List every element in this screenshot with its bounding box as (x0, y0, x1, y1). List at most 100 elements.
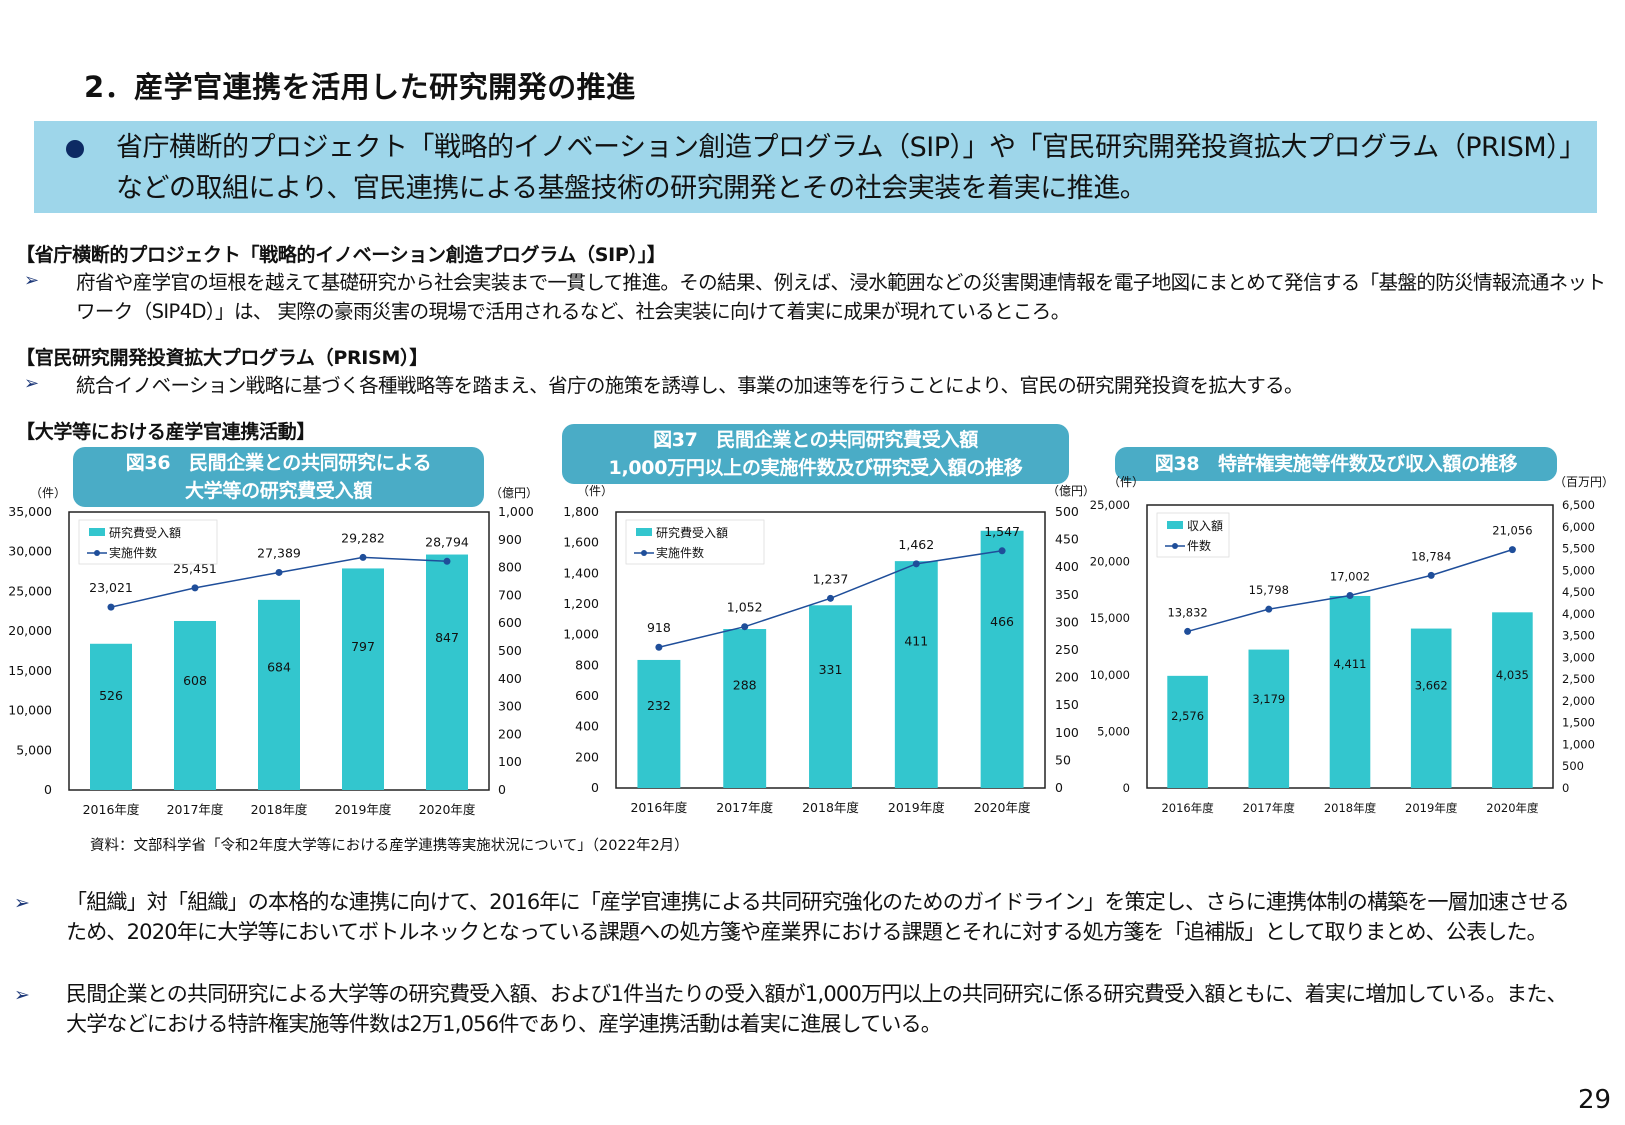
line-point (1184, 627, 1192, 635)
right-axis-tick-label: 6,000 (1562, 520, 1595, 534)
left-axis-tick-label: 35,000 (8, 504, 52, 519)
left-axis-tick-label: 15,000 (8, 663, 52, 678)
right-axis-tick-label: 700 (498, 587, 522, 602)
right-axis-tick-label: 400 (498, 671, 522, 686)
left-axis-tick-label: 0 (591, 780, 599, 795)
left-axis-tick-label: 0 (1123, 781, 1130, 795)
chart-title-line: 図37 民間企業との共同研究費受入額 (653, 429, 978, 451)
line-data-label: 1,462 (898, 537, 934, 552)
bar-data-label: 847 (435, 630, 459, 645)
bar (723, 629, 767, 788)
left-axis-tick-label: 800 (575, 657, 599, 672)
legend-bar-swatch (1167, 521, 1183, 529)
right-axis-tick-label: 2,500 (1562, 672, 1595, 686)
x-axis-tick-label: 2018年度 (251, 802, 308, 817)
right-axis-tick-label: 200 (498, 726, 522, 741)
left-axis-unit: （件） (1108, 475, 1144, 489)
right-axis-tick-label: 500 (498, 643, 522, 658)
line-data-label: 1,052 (727, 600, 763, 615)
left-axis-tick-label: 5,000 (16, 742, 52, 757)
bar (258, 599, 300, 790)
right-axis-tick-label: 300 (1055, 614, 1079, 629)
line-point (741, 623, 749, 631)
right-axis-unit: （億円） (1047, 484, 1095, 498)
left-axis-tick-label: 30,000 (8, 544, 52, 559)
bar (980, 530, 1024, 788)
line-point (107, 603, 115, 611)
bar-data-label: 3,179 (1252, 692, 1285, 706)
arrow-bullet-icon: ➢ (24, 270, 40, 291)
bar-data-label: 2,576 (1171, 709, 1204, 723)
line-data-label: 28,794 (425, 534, 469, 549)
right-axis-tick-label: 6,500 (1562, 498, 1595, 512)
right-axis-tick-label: 50 (1055, 752, 1071, 767)
legend-label: 研究費受入額 (656, 525, 728, 540)
bar (1329, 595, 1371, 788)
line-point (1427, 571, 1435, 579)
right-axis-tick-label: 100 (1055, 725, 1079, 740)
legend-bar-swatch (89, 528, 105, 536)
page-number: 29 (1578, 1085, 1612, 1115)
sip-description: 府省や産学官の垣根を越えて基礎研究から社会実装まで一貫して推進。その結果、例えば… (76, 271, 1606, 323)
legend-label: 収入額 (1187, 519, 1223, 533)
right-axis-tick-label: 100 (498, 754, 522, 769)
bar (637, 659, 681, 788)
line-data-label: 18,784 (1411, 549, 1451, 563)
bar-data-label: 3,662 (1415, 678, 1448, 692)
right-axis-tick-label: 400 (1055, 559, 1079, 574)
left-axis-tick-label: 0 (44, 782, 52, 797)
bar (174, 620, 216, 790)
left-axis-tick-label: 15,000 (1090, 611, 1130, 625)
bottom-bullet-progress: 民間企業との共同研究による大学等の研究費受入額、および1件当たりの受入額が1,0… (66, 982, 1568, 1036)
legend-box (78, 519, 218, 565)
summary-banner: 省庁横断的プロジェクト「戦略的イノベーション創造プログラム（SIP）」や「官民研… (34, 121, 1597, 213)
right-axis-tick-label: 4,000 (1562, 607, 1595, 621)
legend-bar-swatch (636, 528, 652, 536)
arrow-bullet-icon: ➢ (24, 373, 40, 394)
line-point (912, 560, 920, 568)
section-heading-university: 【大学等における産学官連携活動】 (16, 421, 316, 443)
legend-label: 件数 (1187, 538, 1211, 553)
right-axis-unit: （百万円） (1554, 475, 1614, 489)
line-data-label: 15,798 (1249, 583, 1289, 597)
line-data-label: 1,547 (984, 524, 1020, 539)
x-axis-tick-label: 2018年度 (1324, 801, 1377, 815)
chart-title-line: 1,000万円以上の実施件数及び研究受入額の推移 (608, 457, 1023, 479)
line-data-label: 1,237 (813, 571, 849, 586)
chart-title-line: 図38 特許権実施等件数及び収入額の推移 (1154, 453, 1518, 475)
bar (1410, 628, 1452, 788)
chart-title-fig36: 図36 民間企業との共同研究による 大学等の研究費受入額 (73, 447, 484, 507)
line-data-label: 918 (647, 620, 671, 635)
bar-data-label: 526 (99, 688, 123, 703)
x-axis-tick-label: 2020年度 (419, 802, 476, 817)
line-point (998, 547, 1006, 555)
line-point (443, 557, 451, 565)
left-axis-tick-label: 200 (575, 749, 599, 764)
left-axis-tick-label: 1,200 (563, 596, 599, 611)
legend-line-marker (641, 550, 647, 556)
bar (894, 561, 938, 788)
x-axis-tick-label: 2017年度 (1243, 801, 1296, 815)
bar-data-label: 288 (733, 678, 757, 693)
right-axis-tick-label: 250 (1055, 642, 1079, 657)
bar (90, 643, 132, 790)
legend-label: 研究費受入額 (109, 525, 181, 540)
x-axis-tick-label: 2020年度 (1486, 801, 1539, 815)
x-axis-tick-label: 2017年度 (167, 802, 224, 817)
right-axis-tick-label: 200 (1055, 670, 1079, 685)
right-axis-tick-label: 2,000 (1562, 694, 1595, 708)
right-axis-tick-label: 5,000 (1562, 563, 1595, 577)
x-axis-tick-label: 2016年度 (1161, 801, 1214, 815)
right-axis-tick-label: 900 (498, 532, 522, 547)
bottom-bullet-guideline: 「組織」対「組織」の本格的な連携に向けて、2016年に「産学官連携による共同研究… (66, 890, 1570, 944)
left-axis-tick-label: 10,000 (1090, 668, 1130, 682)
right-axis-tick-label: 4,500 (1562, 585, 1595, 599)
left-axis-unit: （件） (577, 484, 613, 498)
left-axis-tick-label: 1,000 (563, 627, 599, 642)
x-axis-tick-label: 2016年度 (630, 800, 687, 815)
legend-line-marker (1172, 543, 1178, 549)
bar-data-label: 797 (351, 639, 375, 654)
left-axis-tick-label: 600 (575, 688, 599, 703)
right-axis-tick-label: 350 (1055, 587, 1079, 602)
